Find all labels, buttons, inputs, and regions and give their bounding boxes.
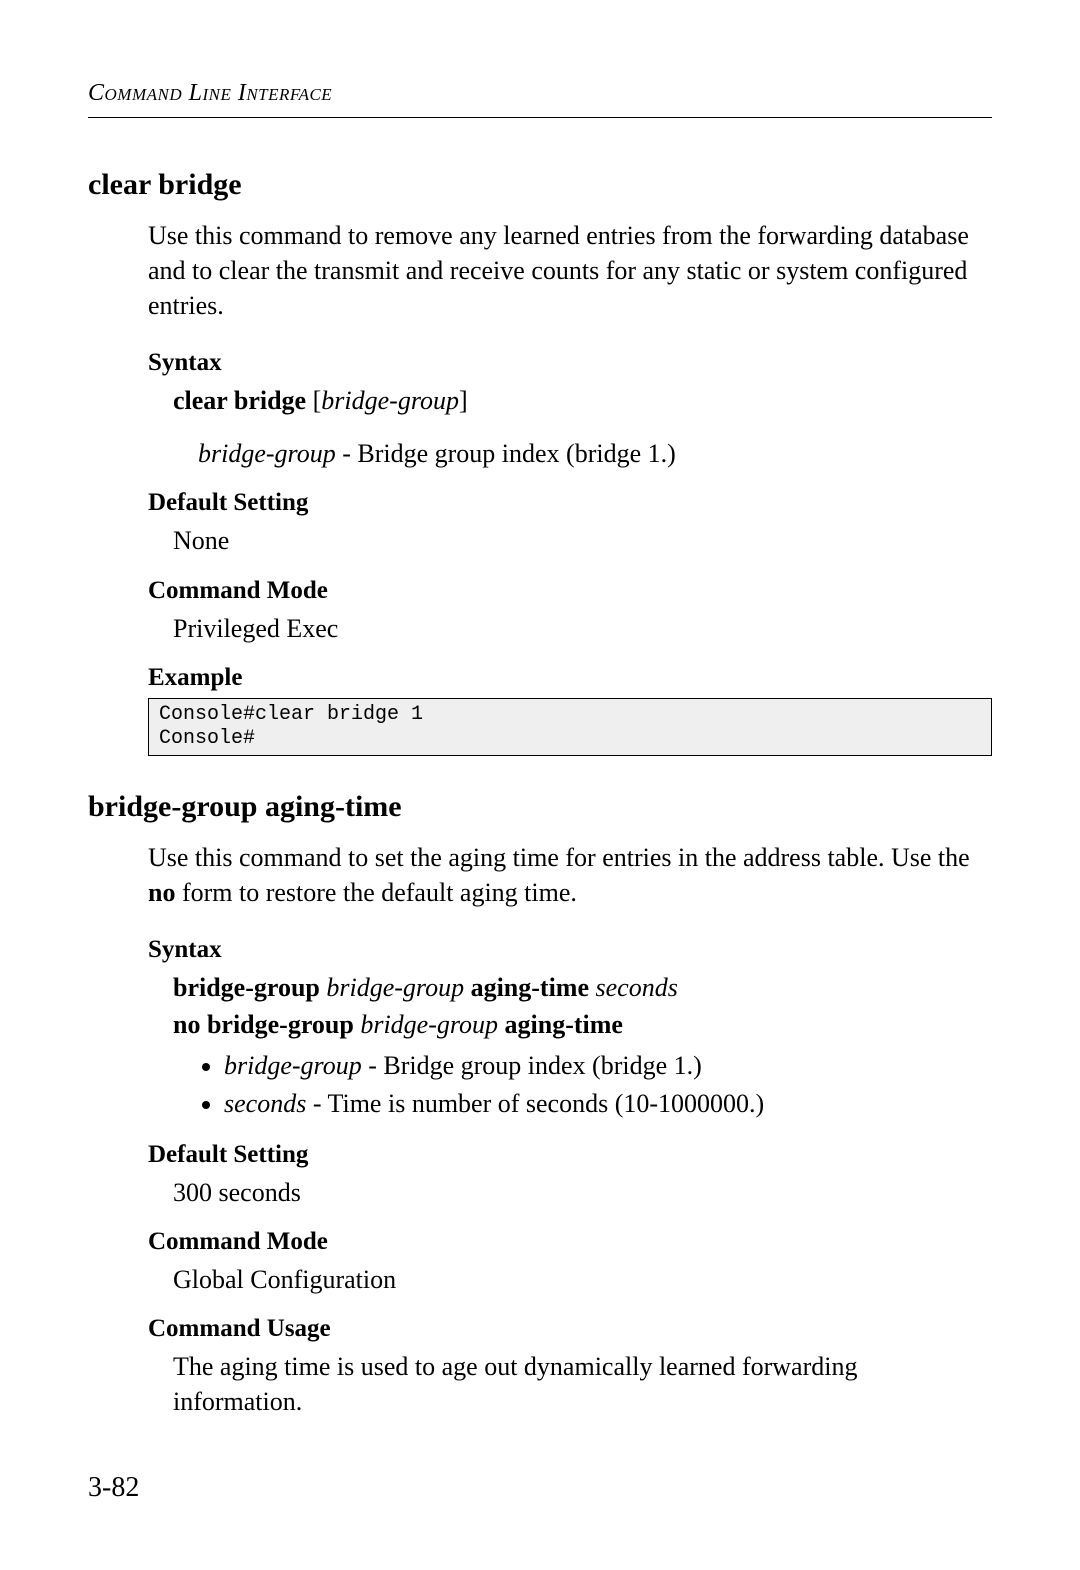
page-container: Command Line Interface clear bridge Use … <box>0 0 1080 1570</box>
section1-syntax-def: bridge-group - Bridge group index (bridg… <box>198 436 992 471</box>
running-header: Command Line Interface <box>88 80 992 107</box>
syntax-def-rest: - Bridge group index (bridge 1.) <box>336 439 676 468</box>
section1-syntax-label: Syntax <box>148 349 992 377</box>
section1-example-label: Example <box>148 664 992 692</box>
s2-syn2-i1: bridge-group <box>354 1010 505 1039</box>
syntax-bold: clear bridge <box>173 386 306 415</box>
section1-default-val: None <box>173 523 992 558</box>
section1-default-label: Default Setting <box>148 489 992 517</box>
s2-syn1-b1: bridge-group <box>173 973 320 1002</box>
s2-syn1-i2: seconds <box>589 973 678 1002</box>
s2-syn1-b2: aging-time <box>471 973 589 1002</box>
s2-syn1-i1: bridge-group <box>320 973 471 1002</box>
bullet1-rest: - Bridge group index (bridge 1.) <box>362 1051 702 1080</box>
section2-syntax-bullets: bridge-group - Bridge group index (bridg… <box>198 1048 992 1123</box>
section1-title: clear bridge <box>88 168 992 202</box>
intro-post: form to restore the default aging time. <box>175 878 576 907</box>
section2-syntax-line1: bridge-group bridge-group aging-time sec… <box>173 970 992 1005</box>
page-number: 3-82 <box>88 1472 139 1504</box>
section2-intro: Use this command to set the aging time f… <box>148 840 992 910</box>
syntax-text: [ <box>306 386 321 415</box>
bullet2-ital: seconds <box>224 1089 306 1118</box>
section2-usage-label: Command Usage <box>148 1315 992 1343</box>
bullet1-ital: bridge-group <box>224 1051 362 1080</box>
section2-default-val: 300 seconds <box>173 1175 992 1210</box>
section2-mode-val: Global Configuration <box>173 1262 992 1297</box>
section2-default-label: Default Setting <box>148 1141 992 1169</box>
section2-usage-text: The aging time is used to age out dynami… <box>173 1349 992 1419</box>
section1-syntax-line: clear bridge [bridge-group] <box>173 383 992 418</box>
s2-syn2-b2: aging-time <box>505 1010 623 1039</box>
section2-syntax-line2: no bridge-group bridge-group aging-time <box>173 1007 992 1042</box>
bullet2-rest: - Time is number of seconds (10-1000000.… <box>306 1089 764 1118</box>
intro-pre: Use this command to set the aging time f… <box>148 843 970 872</box>
syntax-ital: bridge-group <box>321 386 459 415</box>
section2-mode-label: Command Mode <box>148 1228 992 1256</box>
section2-syntax-label: Syntax <box>148 936 992 964</box>
section1-intro: Use this command to remove any learned e… <box>148 218 992 323</box>
bullet-item: seconds - Time is number of seconds (10-… <box>224 1086 992 1122</box>
intro-bold: no <box>148 878 175 907</box>
section1-mode-val: Privileged Exec <box>173 611 992 646</box>
bullet-item: bridge-group - Bridge group index (bridg… <box>224 1048 992 1084</box>
section2-title: bridge-group aging-time <box>88 790 992 824</box>
syntax-close: ] <box>459 386 468 415</box>
s2-syn2-b1: no bridge-group <box>173 1010 354 1039</box>
syntax-def-ital: bridge-group <box>198 439 336 468</box>
section1-mode-label: Command Mode <box>148 577 992 605</box>
header-rule <box>88 117 992 118</box>
section1-example-box: Console#clear bridge 1 Console# <box>148 698 992 756</box>
